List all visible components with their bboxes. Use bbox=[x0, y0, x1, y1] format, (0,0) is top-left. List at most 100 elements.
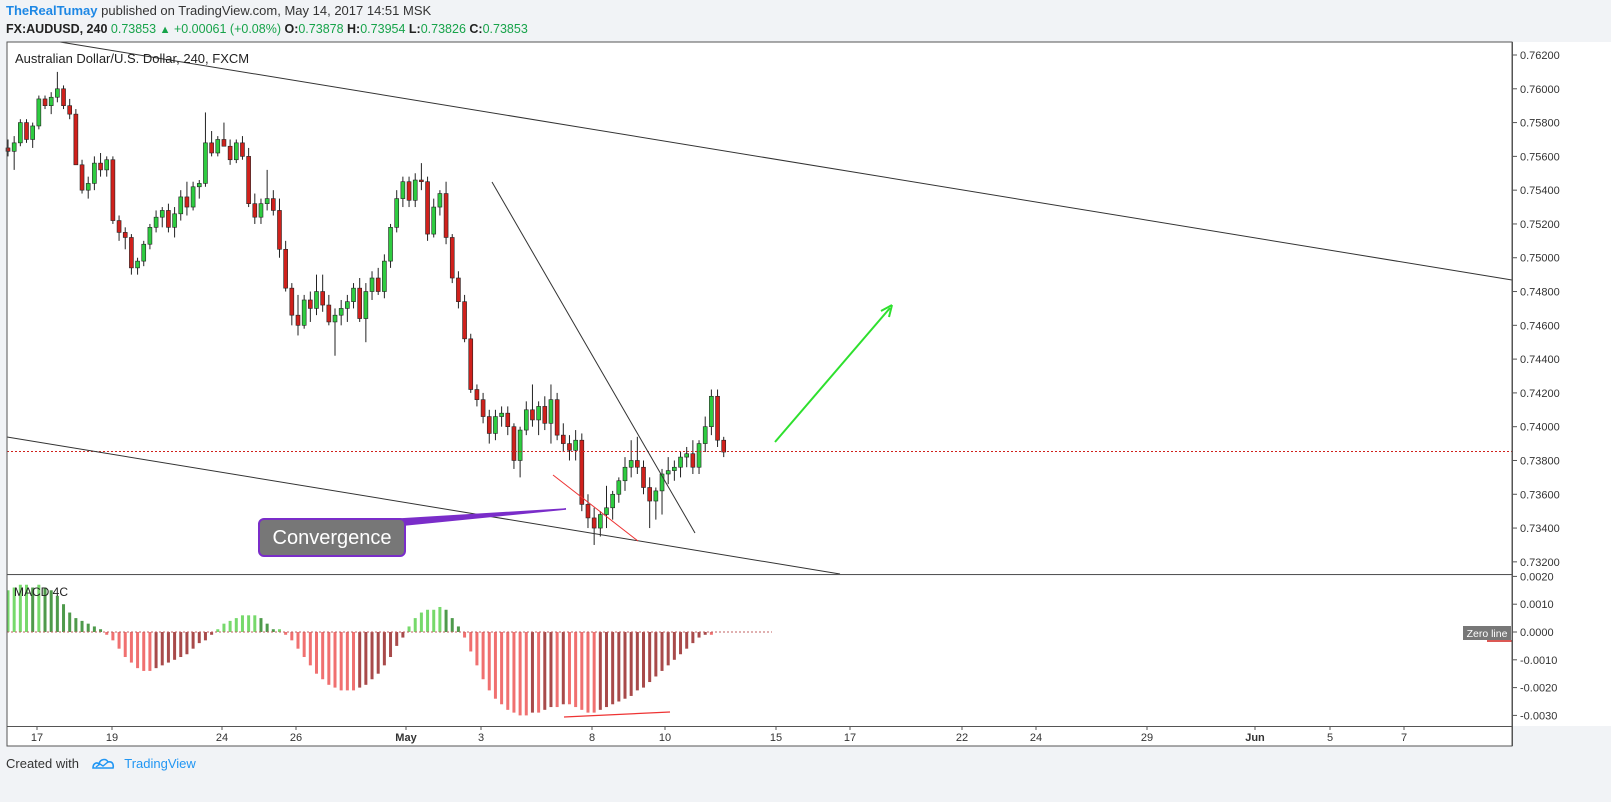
macd-convergence-line[interactable] bbox=[563, 711, 671, 718]
low-label: L: bbox=[408, 22, 421, 36]
macd-bar bbox=[166, 632, 170, 663]
time-axis[interactable] bbox=[7, 726, 1512, 746]
macd-bar bbox=[469, 632, 473, 652]
macd-tick-label: -0.0030 bbox=[1520, 710, 1557, 722]
author-name[interactable]: TheRealTumay bbox=[6, 3, 98, 18]
price-pane[interactable] bbox=[7, 42, 1512, 574]
descending-trendline[interactable] bbox=[491, 181, 696, 534]
macd-bar bbox=[18, 584, 22, 632]
candle-up bbox=[493, 416, 498, 434]
tradingview-logo-icon[interactable] bbox=[91, 756, 115, 773]
candle-up bbox=[258, 203, 264, 218]
candle-down bbox=[326, 304, 332, 323]
price-tick-label: 0.76000 bbox=[1520, 84, 1560, 96]
candle-up bbox=[172, 213, 177, 228]
macd-bar bbox=[500, 632, 504, 705]
high-value: 0.73954 bbox=[360, 22, 406, 36]
chart-title: Australian Dollar/U.S. Dollar, 240, FXCM bbox=[15, 51, 249, 66]
macd-bar bbox=[185, 632, 189, 655]
macd-title: MACD 4C bbox=[14, 585, 68, 599]
macd-bar bbox=[463, 632, 467, 638]
candle-down bbox=[246, 156, 251, 204]
candle-down bbox=[129, 237, 134, 269]
price-axis[interactable] bbox=[1512, 42, 1611, 726]
candle-down bbox=[98, 162, 103, 171]
macd-tick-label: 0.0000 bbox=[1520, 627, 1554, 639]
macd-bar bbox=[333, 632, 337, 688]
candle-up bbox=[499, 412, 504, 417]
price-tick-label: 0.75600 bbox=[1520, 151, 1560, 163]
macd-bar bbox=[395, 632, 399, 646]
convergence-callout[interactable] bbox=[258, 518, 406, 557]
candle-down bbox=[456, 277, 461, 302]
macd-bar bbox=[129, 632, 133, 663]
macd-bar bbox=[407, 626, 411, 632]
macd-bar bbox=[389, 632, 393, 658]
macd-bar bbox=[604, 632, 608, 708]
macd-bar bbox=[142, 632, 146, 671]
candle-up bbox=[135, 260, 140, 269]
macd-bar bbox=[86, 623, 90, 632]
macd-tick-label: -0.0010 bbox=[1520, 655, 1557, 667]
macd-bar bbox=[376, 632, 380, 674]
macd-bar bbox=[419, 612, 423, 632]
macd-bar bbox=[240, 615, 244, 632]
candle-down bbox=[110, 159, 116, 221]
macd-bar bbox=[284, 632, 288, 635]
candle-down bbox=[122, 232, 128, 238]
convergence-label: Convergence bbox=[273, 527, 392, 549]
macd-bar bbox=[265, 623, 269, 632]
macd-bar bbox=[709, 632, 713, 635]
price-divergence-line[interactable] bbox=[552, 474, 639, 542]
open-label: O: bbox=[284, 22, 299, 36]
candle-down bbox=[277, 210, 282, 250]
macd-bar bbox=[123, 632, 127, 658]
macd-bar bbox=[370, 632, 374, 680]
macd-bar bbox=[216, 629, 220, 632]
macd-bar bbox=[672, 632, 676, 660]
macd-tick-label: 0.0010 bbox=[1520, 599, 1554, 611]
candle-down bbox=[375, 277, 381, 292]
green-arrow-line[interactable] bbox=[774, 307, 891, 443]
macd-bar bbox=[296, 632, 300, 649]
macd-bar bbox=[203, 632, 207, 641]
macd-bar bbox=[197, 632, 201, 644]
macd-bar bbox=[55, 595, 59, 632]
macd-bar bbox=[191, 632, 195, 649]
candle-up bbox=[665, 470, 671, 475]
macd-pane[interactable] bbox=[7, 576, 1512, 726]
last-price: 0.73853 bbox=[110, 22, 157, 36]
candle-up bbox=[659, 473, 665, 492]
candle-down bbox=[425, 181, 430, 235]
candle-down bbox=[79, 164, 85, 191]
macd-bar bbox=[635, 632, 639, 691]
candle-up bbox=[437, 193, 443, 208]
macd-bar bbox=[49, 590, 53, 632]
macd-bar bbox=[537, 632, 541, 713]
macd-bar bbox=[352, 632, 356, 691]
candle-up bbox=[709, 395, 714, 427]
candle-down bbox=[5, 147, 11, 152]
candle-up bbox=[55, 88, 60, 98]
candle-up bbox=[573, 439, 578, 451]
candle-up bbox=[548, 399, 554, 424]
macd-bar bbox=[413, 618, 417, 632]
lower-channel-trendline[interactable] bbox=[6, 436, 841, 575]
candle-up bbox=[369, 277, 375, 292]
macd-bar bbox=[111, 632, 115, 641]
tradingview-brand-link[interactable]: TradingView bbox=[124, 756, 196, 771]
macd-tick-label: -0.0020 bbox=[1520, 683, 1557, 695]
candle-down bbox=[73, 113, 79, 166]
symbol-line: FX:AUDUSD, 240 0.73853 ▲ +0.00061 (+0.08… bbox=[6, 22, 528, 36]
macd-bar bbox=[580, 632, 584, 710]
candle-up bbox=[400, 181, 406, 199]
candle-down bbox=[42, 98, 48, 106]
upper-channel-trendline[interactable] bbox=[59, 41, 1513, 281]
macd-bar bbox=[12, 587, 16, 632]
publish-info: TheRealTumay published on TradingView.co… bbox=[6, 3, 431, 18]
macd-bar bbox=[685, 632, 689, 649]
macd-bar bbox=[456, 626, 460, 632]
created-with-text: Created with bbox=[6, 756, 79, 771]
candle-down bbox=[542, 406, 548, 424]
